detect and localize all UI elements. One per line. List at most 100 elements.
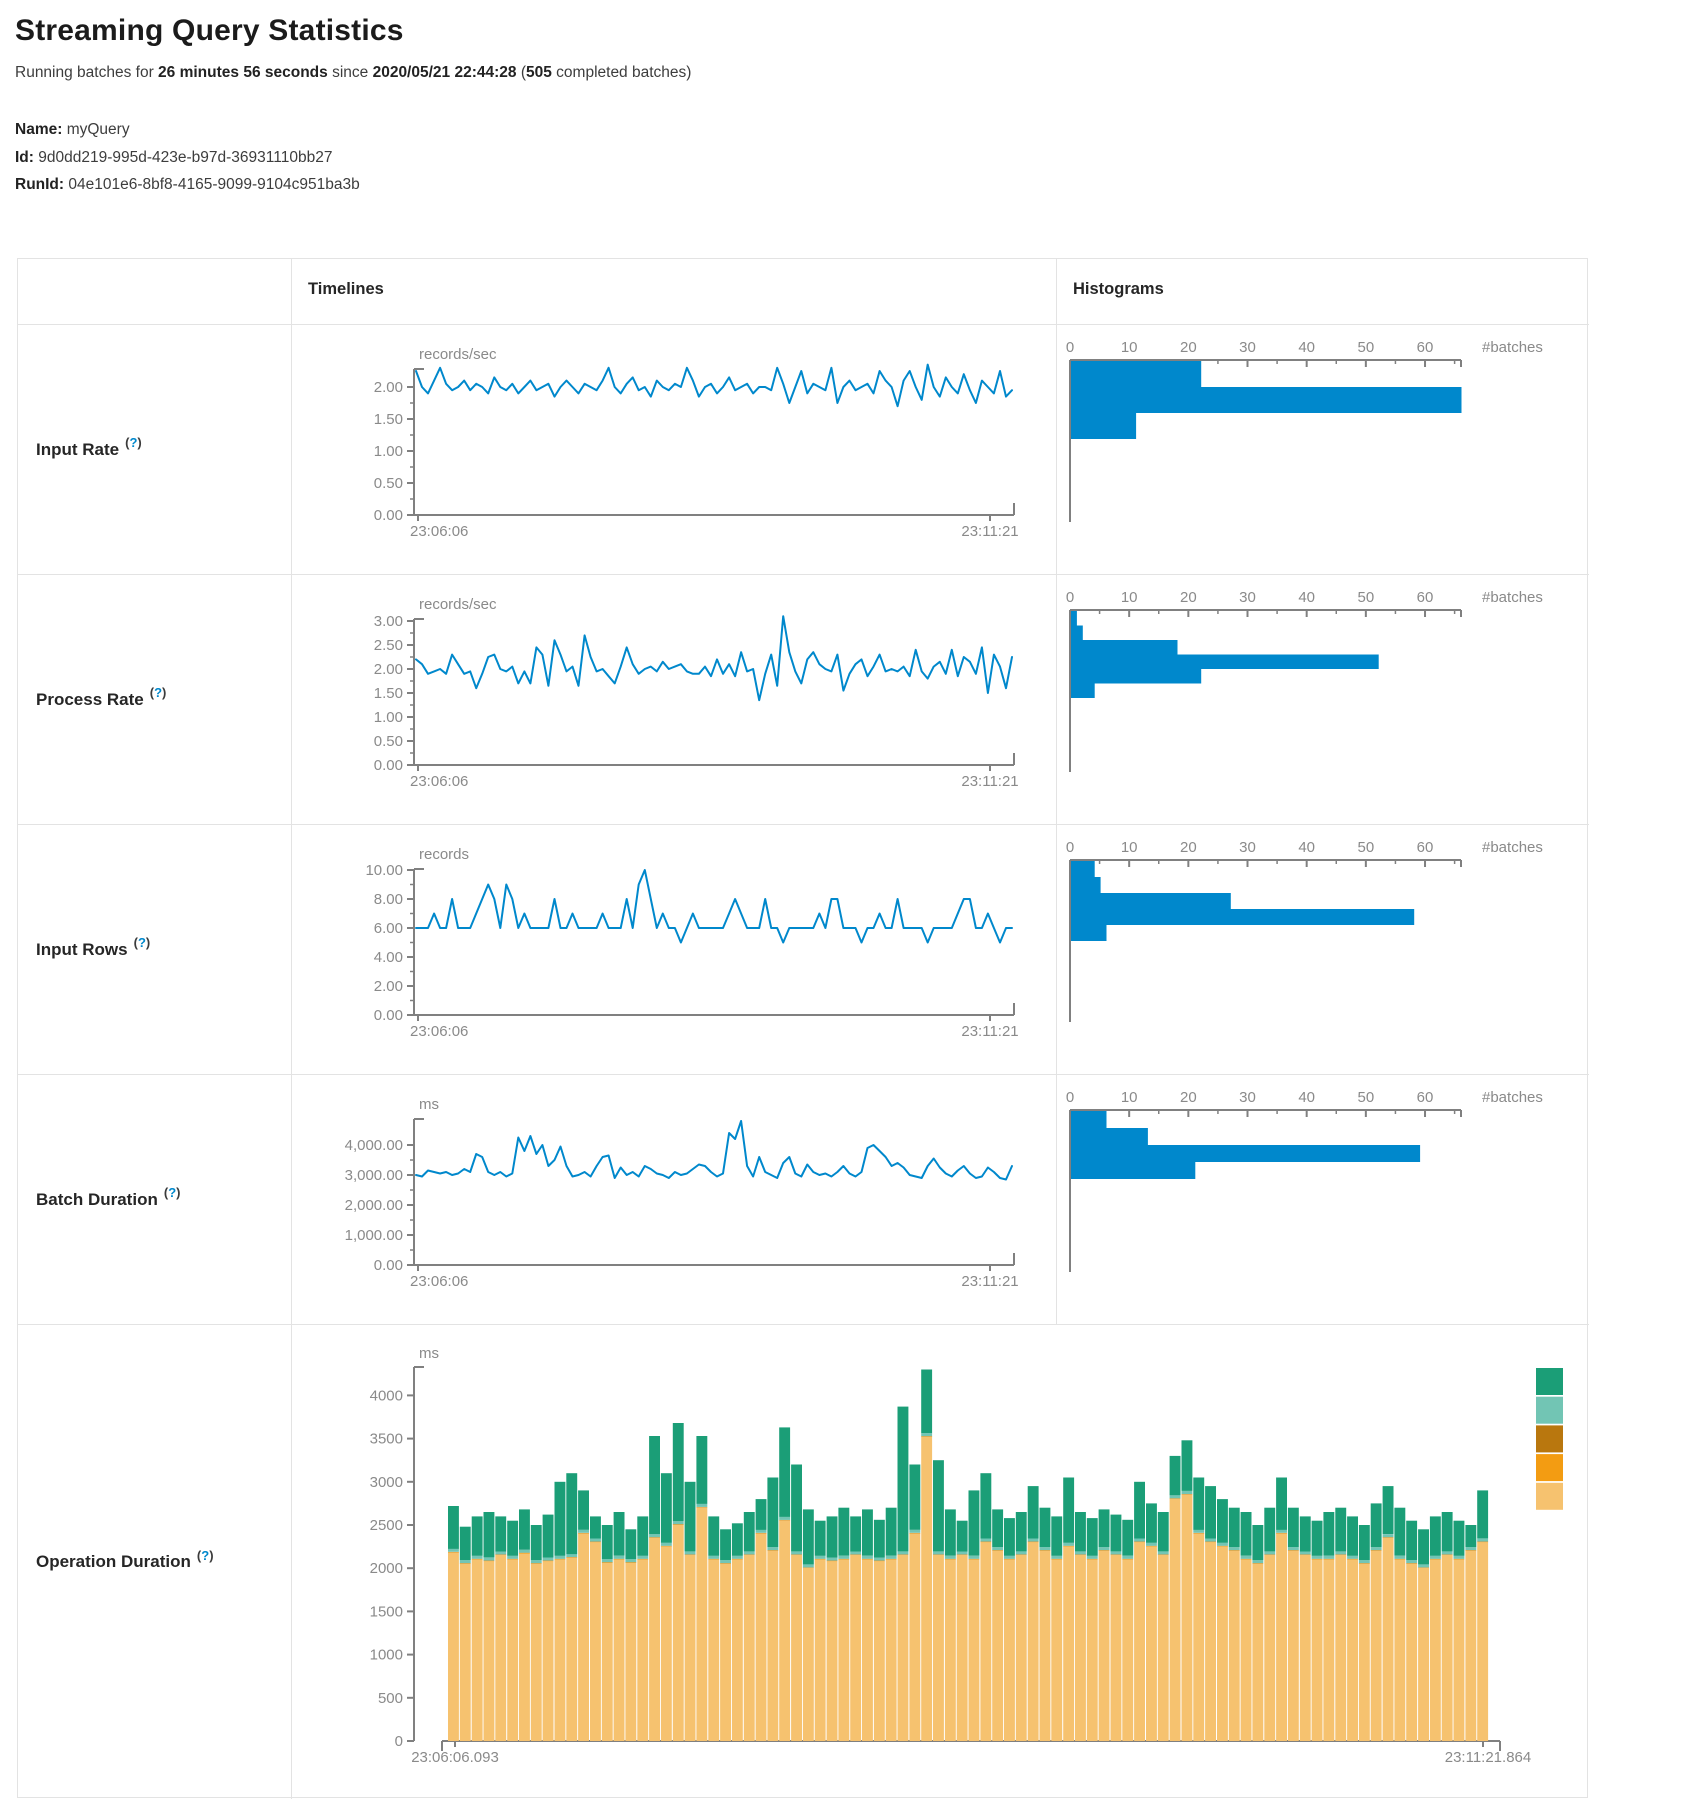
stacked-bar-segment (755, 1533, 767, 1741)
operation-duration-chart: ms 0 500 1000 1500 2000 2500 3000 3500 4000 23:06:… (291, 1324, 1589, 1799)
help-icon[interactable]: (?) (149, 685, 167, 700)
stacked-bar-segment (1146, 1546, 1157, 1741)
svg-text:0: 0 (1066, 839, 1074, 856)
stacked-bar-segment (590, 1541, 601, 1543)
stacked-bar-segment (660, 1542, 672, 1546)
stacked-bar-segment (1205, 1541, 1216, 1543)
svg-text:23:11:21: 23:11:21 (961, 523, 1018, 540)
stacked-bar-segment (921, 1436, 933, 1741)
stacked-bar-segment (944, 1555, 956, 1559)
stacked-bar-segment (1075, 1554, 1086, 1556)
stacked-bar-segment (1323, 1559, 1335, 1741)
stacked-bar-segment (802, 1509, 814, 1565)
help-icon[interactable]: (?) (163, 1185, 181, 1200)
stacked-bar-segment (708, 1559, 720, 1560)
stacked-bar-segment (838, 1559, 850, 1560)
stacked-bar-segment (1358, 1525, 1370, 1561)
stacked-bar-segment (779, 1516, 791, 1520)
stacked-bar-segment (1205, 1486, 1216, 1539)
stacked-bar-segment (1276, 1533, 1287, 1534)
stacked-bar-segment (1311, 1559, 1323, 1560)
stacked-bar-segment (1004, 1559, 1015, 1741)
stacked-bar-segment (1335, 1507, 1347, 1552)
stacked-bar-segment (1193, 1529, 1205, 1533)
stacked-bar-segment (1477, 1538, 1489, 1542)
stacked-bar-segment (873, 1519, 885, 1558)
stacked-bar-segment (1157, 1512, 1169, 1552)
histogram-bar (1071, 1145, 1421, 1162)
svg-text:23:11:21: 23:11:21 (961, 1273, 1018, 1290)
stacked-bar-segment (909, 1464, 921, 1530)
stacked-bar-segment (933, 1554, 944, 1556)
row-label-text: Process Rate (36, 689, 144, 709)
stacked-bar-segment (554, 1481, 566, 1556)
stacked-bar-segment (578, 1529, 589, 1533)
stacked-bar-segment (933, 1460, 944, 1552)
stacked-bar-segment (1335, 1551, 1347, 1555)
stacked-bar-segment (826, 1557, 838, 1561)
stacked-bar-segment (1157, 1555, 1169, 1741)
row-label-text: Batch Duration (36, 1189, 158, 1209)
stacked-bar-segment (1299, 1555, 1311, 1741)
status-line: Running batches for 26 minutes 56 second… (15, 64, 691, 82)
stacked-bar-segment (1027, 1542, 1039, 1741)
stacked-bar-segment (826, 1560, 838, 1562)
stacked-bar-segment (731, 1559, 743, 1741)
svg-text:records/sec: records/sec (419, 346, 497, 363)
svg-text:40: 40 (1298, 339, 1315, 356)
svg-text:1,000.00: 1,000.00 (345, 1227, 403, 1244)
help-icon[interactable]: (?) (125, 435, 142, 450)
stacked-bar-segment (1086, 1518, 1098, 1556)
stacked-bar-segment (1004, 1555, 1015, 1559)
stacked-bar-segment (448, 1552, 459, 1741)
row-label-text: Input Rate (36, 439, 120, 459)
stacked-bar-segment (672, 1423, 684, 1522)
stacked-bar-segment (980, 1542, 992, 1741)
stacked-bar-segment (731, 1555, 743, 1559)
stacked-bar-segment (814, 1520, 826, 1556)
svg-text:20: 20 (1180, 339, 1197, 356)
stacked-bar-segment (1370, 1550, 1382, 1741)
stacked-bar-segment (862, 1559, 873, 1741)
stacked-bar-segment (885, 1555, 897, 1559)
help-icon[interactable]: (?) (133, 935, 151, 950)
svg-text:23:06:06: 23:06:06 (410, 523, 468, 540)
svg-text:3.00: 3.00 (374, 613, 403, 630)
stacked-bar-segment (519, 1553, 530, 1554)
svg-text:0.00: 0.00 (374, 507, 403, 524)
svg-text:3500: 3500 (370, 1431, 403, 1448)
svg-text:10: 10 (1121, 339, 1138, 356)
stacked-bar-segment (672, 1525, 684, 1741)
stacked-bar-segment (791, 1464, 802, 1552)
stacked-bar-segment (696, 1507, 708, 1741)
batch-duration-histogram-svg: 0 10 20 30 40 50 60 #batches (1066, 1089, 1543, 1272)
stacked-bar-segment (980, 1538, 992, 1542)
svg-text:60: 60 (1417, 839, 1434, 856)
svg-text:23:11:21: 23:11:21 (961, 773, 1018, 790)
stacked-bar-segment (696, 1503, 708, 1507)
help-icon[interactable]: (?) (196, 1547, 214, 1563)
svg-text:3000: 3000 (370, 1474, 403, 1491)
stacked-bar-segment (1287, 1547, 1299, 1551)
svg-text:0: 0 (395, 1733, 403, 1750)
stacked-bar-segment (519, 1509, 530, 1550)
stacked-bar-segment (660, 1546, 672, 1547)
stacked-bar-segment (1252, 1563, 1264, 1741)
stacked-bar-segment (1146, 1542, 1157, 1546)
stacked-bar-segment (448, 1548, 459, 1552)
svg-text:20: 20 (1180, 589, 1197, 606)
stacked-bar-segment (530, 1525, 542, 1561)
svg-text:10.00: 10.00 (365, 862, 403, 879)
svg-text:2.00: 2.00 (374, 978, 403, 995)
svg-text:50: 50 (1358, 839, 1375, 856)
stacked-bar-segment (566, 1473, 578, 1555)
stacked-bar-segment (720, 1563, 731, 1564)
stacked-bar-segment (1299, 1554, 1311, 1556)
stacked-bar-segment (1347, 1516, 1358, 1556)
stacked-bar-segment (933, 1551, 944, 1555)
stacked-bar-segment (483, 1561, 495, 1741)
stacked-bar-segment (495, 1551, 507, 1555)
svg-text:2.00: 2.00 (374, 379, 403, 396)
stacked-bar-segment (1382, 1534, 1394, 1538)
stacked-bar-segment (909, 1533, 921, 1534)
